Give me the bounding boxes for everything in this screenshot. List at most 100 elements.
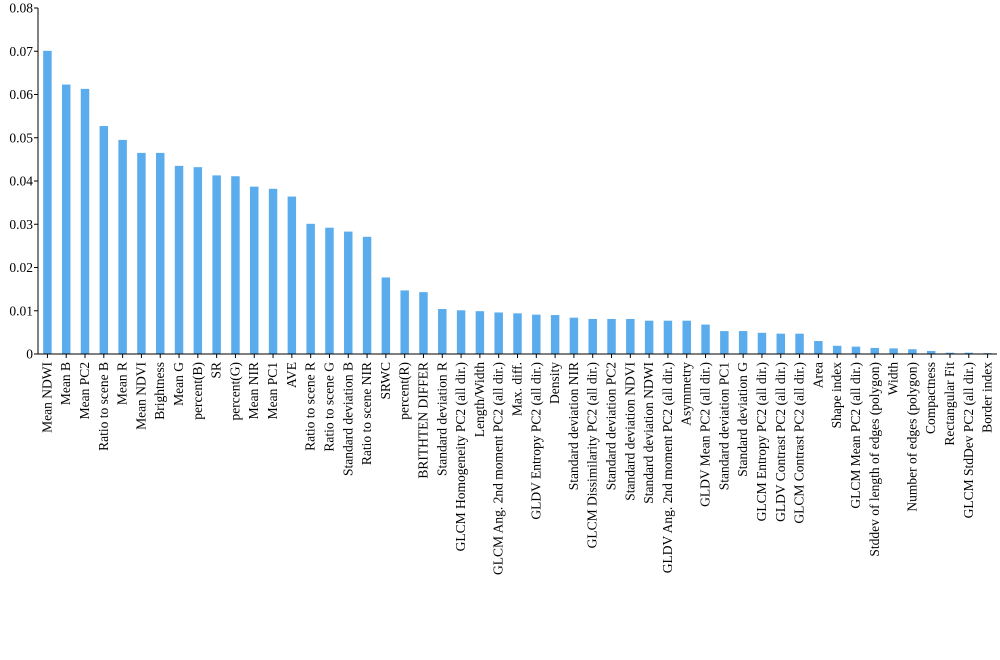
bar	[569, 317, 579, 354]
x-tick-label: Density	[547, 362, 562, 404]
bar	[626, 318, 635, 354]
x-tick-label: Width	[886, 362, 901, 395]
x-tick-label: Standard deviation G	[735, 362, 750, 477]
bar	[475, 311, 485, 354]
bar	[250, 186, 259, 354]
bar	[212, 175, 221, 354]
x-tick-label: Border index	[980, 362, 995, 433]
x-tick-label: GLCM Dissimilarity PC2 (all dir.)	[585, 362, 600, 548]
x-tick-label: Standard deviation NDVI	[622, 361, 637, 500]
bar	[607, 318, 616, 354]
x-tick-label: Length/Width	[472, 362, 487, 437]
bar	[720, 331, 729, 354]
x-tick-label: Shape index	[829, 362, 844, 429]
x-tick-label: Stddev of length of edges (polygon)	[867, 362, 882, 557]
x-tick-label: percent(B)	[190, 362, 205, 420]
x-tick-label: Standard deviation PC1	[716, 362, 731, 490]
x-tick-label: GLDV Contrast PC2 (all dir.)	[773, 362, 788, 522]
x-tick-label: Standard deviation B	[340, 362, 355, 476]
x-tick-label: GLDV Ang. 2nd moment PC2 (all dir.)	[660, 362, 675, 573]
bar	[61, 84, 71, 355]
x-tick-label: GLCM Entropy PC2 (all dir.)	[754, 362, 769, 521]
bar	[419, 292, 428, 354]
x-tick-label: Standard deviation PC2	[604, 362, 619, 490]
x-tick-label: Mean B	[58, 362, 73, 405]
bar	[682, 320, 691, 354]
y-tick-label: 0.08	[9, 1, 33, 16]
y-tick-label: 0.03	[9, 217, 33, 232]
x-tick-label: Area	[810, 362, 825, 388]
y-tick-label: 0.06	[9, 87, 33, 102]
y-tick-label: 0.04	[9, 174, 33, 189]
bar	[174, 165, 184, 354]
bar	[776, 333, 785, 354]
x-tick-label: Mean R	[115, 362, 130, 405]
bar	[757, 332, 767, 354]
bar	[644, 320, 654, 354]
bar	[532, 314, 541, 354]
bar	[663, 320, 673, 354]
bar	[870, 347, 880, 354]
x-tick-label: GLCM Mean PC2 (all dir.)	[848, 362, 863, 509]
bar	[456, 310, 466, 354]
bar	[814, 341, 823, 354]
x-tick-label: GLDV Mean PC2 (all dir.)	[698, 362, 713, 507]
bar	[268, 188, 278, 354]
bar	[80, 88, 90, 354]
bar	[155, 152, 165, 354]
y-tick-label: 0	[26, 347, 33, 362]
bar	[945, 352, 955, 354]
bar	[851, 346, 861, 354]
bars	[43, 50, 992, 355]
x-tick-label: GLCM StdDev PC2 (all dir.)	[961, 362, 976, 518]
x-tick-label: Standard deviation NIR	[566, 362, 581, 490]
x-tick-label: SR	[209, 362, 224, 379]
y-tick-label: 0.07	[9, 44, 33, 59]
y-axis: 0 0.01 0.02 0.03 0.04 0.05 0.06 0.07 0.08	[9, 1, 39, 362]
bar	[137, 152, 146, 354]
x-tick-label: Ratio to scene B	[96, 362, 111, 451]
x-tick-label: percent(G)	[227, 362, 242, 420]
bar	[231, 176, 240, 354]
bar	[738, 331, 748, 354]
x-tick-label: GLCM Contrast PC2 (all dir.)	[792, 362, 807, 524]
x-tick-label: Mean NDWI	[39, 362, 54, 433]
bar	[588, 318, 597, 354]
x-tick-label: GLCM Ang. 2nd moment PC2 (all dir.)	[491, 362, 506, 575]
x-tick-label: Mean G	[171, 362, 186, 406]
x-tick-label: GLCM Homogeneity PC2 (all dir.)	[453, 362, 468, 551]
bar	[325, 227, 334, 354]
x-tick-label: Standard deviation NDWI	[641, 362, 656, 504]
bar	[344, 231, 353, 354]
bar	[400, 290, 409, 354]
bar	[381, 277, 391, 354]
bar	[306, 223, 315, 354]
bar	[438, 309, 447, 354]
bar	[701, 324, 710, 354]
y-tick-label: 0.02	[9, 260, 33, 275]
x-tick-label: GLDV Entropy PC2 (all dir.)	[528, 362, 543, 520]
y-tick-label: 0.01	[9, 303, 33, 318]
x-tick-label: Mean NDVI	[133, 361, 148, 429]
x-tick-label: Mean PC2	[77, 362, 92, 419]
bar	[964, 352, 974, 354]
x-tick-label: Rectangular Fit	[942, 362, 957, 446]
bar	[118, 139, 127, 354]
bar	[550, 315, 560, 354]
x-tick-label: percent(R)	[397, 362, 412, 420]
bar	[99, 126, 109, 354]
x-tick-label: Max. diff.	[510, 362, 525, 416]
bar	[43, 50, 52, 354]
x-tick-label: Ratio to scene G	[321, 362, 336, 452]
x-tick-label: Number of edges (polygon)	[904, 362, 919, 512]
x-tick-label: AVE	[284, 362, 299, 388]
bar	[193, 167, 203, 354]
y-tick-label: 0.05	[9, 130, 33, 145]
x-axis: Mean NDWI Mean B Mean PC2 Ratio to scene B M…	[38, 353, 997, 575]
x-tick-label: Standard deviation R	[434, 362, 449, 476]
x-tick-label: Brightness	[152, 362, 167, 420]
bar	[362, 236, 372, 354]
x-tick-label: Ratio to scene R	[303, 362, 318, 451]
x-tick-label: SRWC	[378, 362, 393, 400]
